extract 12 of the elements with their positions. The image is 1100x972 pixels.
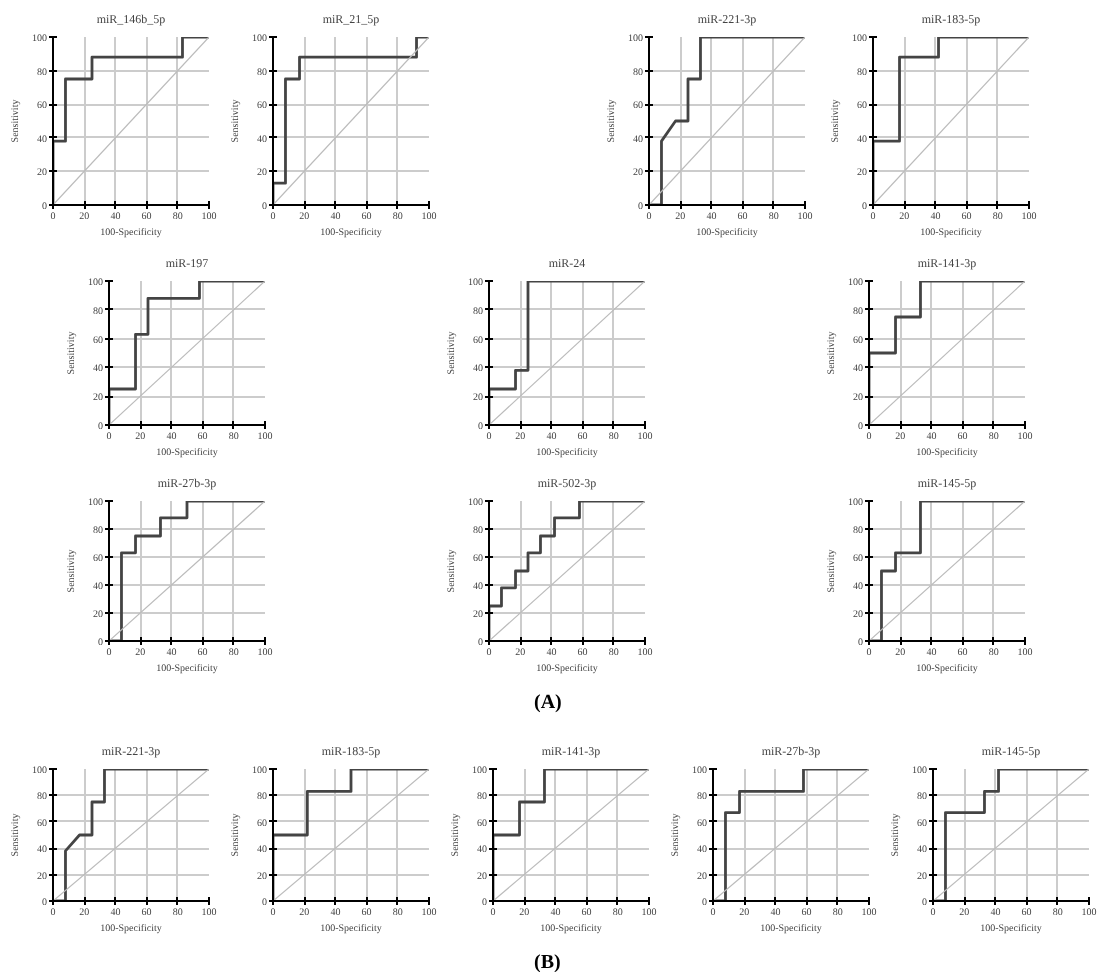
line-series (713, 769, 869, 901)
line-series (933, 769, 1089, 901)
line-series (273, 37, 429, 205)
line-series (649, 37, 805, 205)
line-series (489, 281, 645, 425)
line-series (489, 501, 645, 641)
line-series (869, 501, 1025, 641)
line-series (109, 281, 265, 425)
line-series (53, 769, 209, 901)
text: (A) (534, 690, 562, 718)
line-series (109, 501, 265, 641)
text: (B) (534, 950, 561, 972)
